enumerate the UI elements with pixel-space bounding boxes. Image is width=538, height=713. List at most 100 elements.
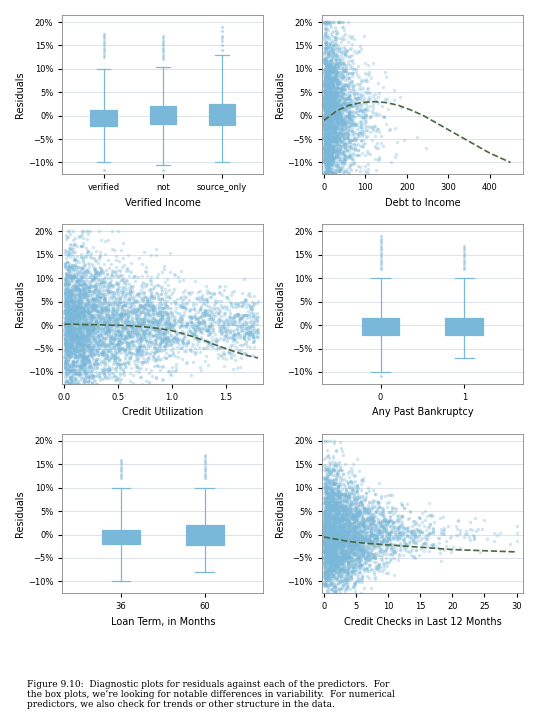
Point bbox=[80, 319, 89, 330]
Point bbox=[146, 339, 155, 350]
Point bbox=[168, 322, 176, 333]
Point bbox=[84, 303, 93, 314]
Point bbox=[82, 327, 91, 339]
Point bbox=[160, 327, 168, 339]
Point bbox=[320, 139, 328, 150]
Point bbox=[322, 31, 330, 43]
Point bbox=[65, 268, 74, 279]
Point bbox=[61, 380, 70, 391]
Point bbox=[382, 531, 391, 543]
Point bbox=[320, 525, 328, 537]
Point bbox=[151, 352, 160, 364]
Point bbox=[349, 542, 357, 553]
Point bbox=[346, 42, 355, 53]
Point bbox=[79, 317, 87, 328]
Point bbox=[323, 56, 331, 68]
Point bbox=[328, 550, 337, 562]
Point bbox=[76, 319, 85, 330]
Point bbox=[331, 32, 339, 43]
Point bbox=[331, 498, 340, 509]
Point bbox=[352, 486, 361, 497]
Point bbox=[329, 539, 338, 550]
Point bbox=[429, 540, 437, 552]
Point bbox=[123, 345, 132, 356]
Point bbox=[65, 347, 73, 358]
Point bbox=[60, 361, 69, 373]
Point bbox=[63, 364, 72, 375]
Point bbox=[92, 357, 101, 369]
Point bbox=[343, 538, 351, 550]
Point bbox=[83, 376, 92, 387]
Point bbox=[331, 72, 340, 83]
Point bbox=[342, 551, 350, 563]
Point bbox=[146, 291, 154, 302]
Point bbox=[322, 78, 330, 90]
Point bbox=[323, 86, 332, 97]
Point bbox=[327, 88, 336, 100]
Point bbox=[105, 317, 114, 328]
Point bbox=[330, 570, 339, 582]
Point bbox=[345, 505, 353, 516]
Point bbox=[84, 309, 93, 320]
Point bbox=[171, 312, 180, 324]
Point bbox=[67, 361, 76, 372]
Point bbox=[339, 524, 348, 535]
Point bbox=[324, 126, 332, 138]
Point bbox=[150, 333, 159, 344]
Point bbox=[332, 116, 341, 128]
Point bbox=[338, 508, 347, 519]
Point bbox=[126, 319, 135, 330]
Point bbox=[67, 304, 76, 315]
Point bbox=[356, 554, 365, 565]
Point bbox=[137, 317, 146, 328]
Point bbox=[327, 78, 336, 90]
Point bbox=[340, 509, 349, 520]
Point bbox=[332, 496, 341, 508]
Point bbox=[62, 275, 70, 286]
Point bbox=[332, 530, 341, 541]
Point bbox=[328, 486, 336, 497]
Point bbox=[62, 359, 71, 371]
Point bbox=[370, 525, 379, 537]
Point bbox=[62, 337, 70, 348]
Point bbox=[70, 324, 79, 335]
Point bbox=[328, 171, 337, 183]
Point bbox=[341, 551, 349, 563]
Point bbox=[331, 579, 340, 590]
Point bbox=[74, 315, 82, 327]
Point bbox=[325, 524, 334, 535]
Point bbox=[323, 60, 331, 71]
Point bbox=[253, 324, 262, 335]
Point bbox=[139, 327, 148, 338]
Point bbox=[320, 34, 329, 45]
Point bbox=[330, 65, 338, 76]
Point bbox=[321, 140, 330, 152]
Point bbox=[121, 300, 130, 312]
Point bbox=[320, 511, 329, 522]
Point bbox=[88, 378, 96, 389]
Point bbox=[61, 327, 70, 339]
Point bbox=[328, 525, 337, 536]
Point bbox=[338, 129, 346, 140]
Point bbox=[336, 462, 344, 473]
Point bbox=[324, 543, 333, 555]
Point bbox=[342, 549, 350, 560]
Point bbox=[377, 525, 385, 537]
Point bbox=[336, 58, 344, 69]
Point bbox=[98, 337, 107, 349]
Point bbox=[87, 380, 96, 391]
Point bbox=[333, 138, 342, 150]
Point bbox=[320, 116, 329, 128]
Point bbox=[103, 366, 112, 378]
Point bbox=[341, 571, 350, 583]
Point bbox=[335, 457, 344, 468]
Point bbox=[365, 560, 374, 572]
Point bbox=[168, 324, 176, 335]
Point bbox=[333, 483, 342, 495]
Point bbox=[110, 270, 118, 282]
Point bbox=[324, 155, 333, 166]
Point bbox=[321, 589, 329, 600]
Point bbox=[137, 341, 146, 352]
Point bbox=[138, 347, 146, 358]
Point bbox=[74, 359, 82, 371]
